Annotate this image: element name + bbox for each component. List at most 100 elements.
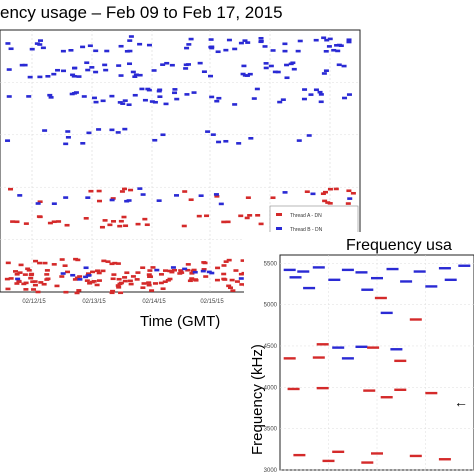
data-point [48,96,54,99]
data-point [117,282,123,286]
data-point [346,40,352,44]
data-point [157,88,163,92]
data-point [234,280,240,283]
inset-data-point [341,268,354,272]
inset-data-point [367,346,380,349]
data-point [184,46,190,50]
data-point [205,130,211,133]
data-point [32,283,38,287]
data-point [96,279,102,282]
data-point [128,35,134,38]
data-point [230,289,236,292]
data-point [156,89,162,93]
inset-data-point [322,459,335,463]
data-point [8,187,14,191]
data-point [148,275,154,278]
data-point [128,188,134,192]
inset-title: Frequency usa [346,237,452,254]
data-point [110,277,116,281]
data-point [320,192,326,196]
inset-data-point [312,266,325,269]
data-point [59,275,65,278]
data-point [151,69,157,72]
data-point [277,100,283,104]
data-point [149,289,155,292]
data-point [146,283,152,287]
data-point [5,42,11,45]
data-point [102,63,108,67]
data-point [127,279,133,283]
data-point [146,88,152,92]
data-point [37,261,43,265]
main-x-axis-title: Time (GMT) [140,313,220,330]
data-point [334,44,340,47]
data-point [100,99,106,103]
data-point [37,75,43,79]
data-point [23,288,29,291]
data-point [45,74,51,78]
data-point [30,280,36,283]
data-point [72,66,78,70]
data-point [28,273,34,277]
data-point [310,192,316,196]
inset-data-point [380,396,393,399]
data-point [229,278,235,282]
inset-y-tick-label: 5000 [264,303,278,309]
data-point [240,72,246,76]
data-point [141,282,147,285]
data-point [201,261,207,264]
data-point [89,66,95,69]
data-point [158,281,164,285]
data-point [152,138,158,142]
data-point [317,90,323,94]
data-point [63,196,69,199]
data-point [117,224,123,228]
data-point [196,214,202,218]
data-point [154,268,160,272]
data-point [263,66,269,70]
data-point [203,275,209,278]
data-point [65,130,71,133]
data-point [171,268,177,272]
inset-points [283,264,471,464]
data-point [206,270,212,274]
data-point [185,263,191,266]
inset-annotation-arrow: ← [454,394,468,410]
data-point [77,278,83,281]
data-point [26,269,32,272]
data-point [26,95,32,98]
data-point [127,49,133,53]
data-point [42,129,48,132]
data-point [223,48,229,52]
data-point [223,139,229,143]
main-chart-title: ency usage – Feb 09 to Feb 17, 2015 [0,3,283,22]
data-point [209,45,215,49]
data-point [282,191,288,194]
data-point [221,220,227,224]
data-point [51,202,57,205]
data-point [326,45,332,48]
data-point [111,220,117,223]
data-point [242,39,248,42]
data-point [346,189,352,193]
data-point [87,281,93,285]
data-point [185,268,191,272]
data-point [70,273,76,277]
data-point [150,266,156,269]
inset-data-point [293,453,306,457]
data-point [201,268,207,271]
inset-data-point [312,356,325,359]
data-point [272,70,278,74]
data-point [96,199,102,203]
inset-y-axis-title: Frequency (kHz) [249,344,266,455]
data-point [124,49,130,53]
data-point [172,91,178,95]
inset-data-point [361,461,374,464]
data-point [84,61,90,65]
data-point [346,38,352,42]
data-point [96,271,102,275]
data-point [37,43,43,46]
data-point [123,224,129,228]
data-point [85,68,91,72]
